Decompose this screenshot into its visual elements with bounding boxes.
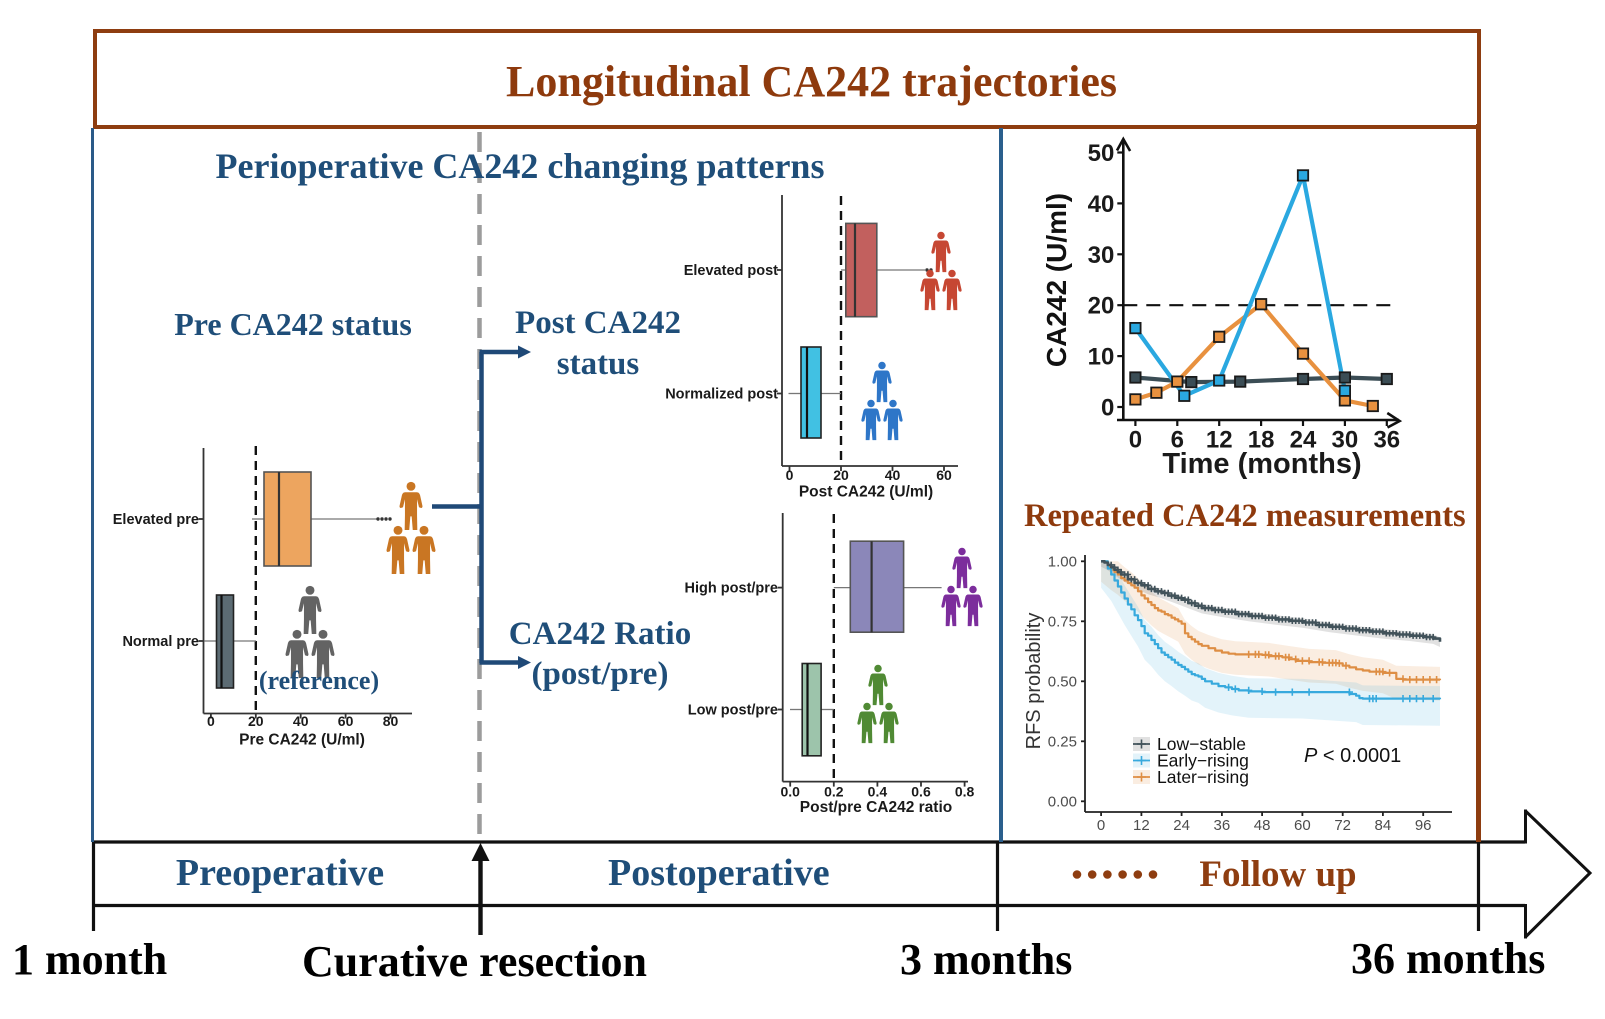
svg-text:36: 36 (1373, 427, 1400, 454)
svg-text:72: 72 (1334, 817, 1351, 834)
svg-text:0: 0 (1097, 817, 1105, 834)
svg-text:80: 80 (383, 713, 399, 729)
svg-text:P < 0.0001: P < 0.0001 (1304, 745, 1401, 767)
svg-text:High post/pre: High post/pre (685, 581, 778, 597)
svg-text:20: 20 (833, 467, 849, 483)
svg-text:20: 20 (248, 713, 264, 729)
svg-text:10: 10 (1088, 344, 1115, 371)
svg-text:12: 12 (1133, 817, 1150, 834)
svg-text:96: 96 (1415, 817, 1432, 834)
svg-text:36: 36 (1214, 817, 1231, 834)
svg-text:Elevated post: Elevated post (684, 263, 778, 279)
svg-text:0.00: 0.00 (1048, 793, 1077, 810)
svg-text:RFS probability: RFS probability (1023, 613, 1045, 750)
svg-text:24: 24 (1290, 427, 1317, 454)
svg-text:Pre CA242 (U/ml): Pre CA242 (U/ml) (239, 731, 365, 748)
svg-text:0.2: 0.2 (824, 784, 844, 800)
svg-text:CA242 (U/ml): CA242 (U/ml) (1041, 193, 1072, 367)
svg-text:0.25: 0.25 (1048, 733, 1077, 750)
svg-text:Later−rising: Later−rising (1157, 767, 1249, 787)
svg-text:40: 40 (885, 467, 901, 483)
svg-text:50: 50 (1088, 140, 1115, 167)
svg-text:0: 0 (1101, 395, 1114, 422)
svg-text:30: 30 (1332, 427, 1359, 454)
svg-text:0.0: 0.0 (780, 784, 800, 800)
svg-text:30: 30 (1088, 242, 1115, 269)
svg-text:60: 60 (1294, 817, 1311, 834)
svg-text:40: 40 (1088, 191, 1115, 218)
svg-text:60: 60 (338, 713, 354, 729)
svg-text:0: 0 (1129, 427, 1142, 454)
svg-text:6: 6 (1171, 427, 1184, 454)
svg-text:48: 48 (1254, 817, 1271, 834)
svg-text:Normalized post: Normalized post (665, 387, 778, 403)
svg-text:0.75: 0.75 (1048, 613, 1077, 630)
svg-text:Time (months): Time (months) (1162, 448, 1361, 480)
svg-text:0.6: 0.6 (911, 784, 931, 800)
svg-text:18: 18 (1248, 427, 1275, 454)
svg-text:12: 12 (1206, 427, 1233, 454)
svg-text:24: 24 (1173, 817, 1190, 834)
svg-text:0: 0 (786, 467, 794, 483)
svg-text:0: 0 (207, 713, 215, 729)
svg-text:Post/pre CA242 ratio: Post/pre CA242 ratio (800, 799, 952, 816)
svg-text:0.4: 0.4 (868, 784, 888, 800)
svg-text:20: 20 (1088, 293, 1115, 320)
svg-text:0.50: 0.50 (1048, 673, 1077, 690)
svg-text:60: 60 (936, 467, 952, 483)
svg-text:Normal pre: Normal pre (122, 634, 199, 650)
svg-text:Early−rising: Early−rising (1157, 751, 1249, 771)
svg-text:Elevated pre: Elevated pre (113, 512, 199, 528)
svg-text:84: 84 (1375, 817, 1392, 834)
svg-text:Low−stable: Low−stable (1157, 734, 1246, 754)
svg-text:1.00: 1.00 (1048, 553, 1077, 570)
svg-text:40: 40 (293, 713, 309, 729)
svg-text:0.8: 0.8 (955, 784, 975, 800)
svg-text:Post CA242 (U/ml): Post CA242 (U/ml) (799, 484, 933, 501)
svg-text:Low post/pre: Low post/pre (688, 703, 778, 719)
